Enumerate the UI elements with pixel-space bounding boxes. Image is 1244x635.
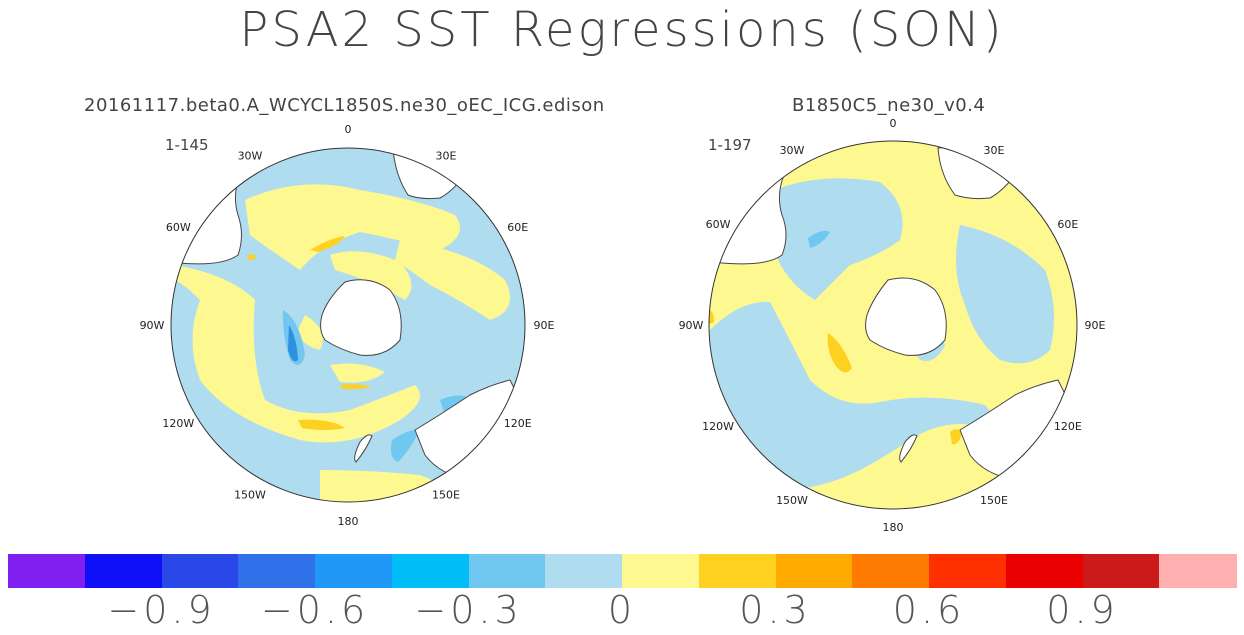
colorbar-tick-label: 0.9 [1046,588,1119,632]
longitude-label: 0 [890,117,897,130]
colorbar-tick-label: −0.3 [414,588,523,632]
colorbar-tick-label: 0 [607,588,637,632]
panel-2-negative-region [773,178,903,300]
panel-1-map [170,147,526,503]
colorbar-swatch [1005,554,1083,588]
colorbar-swatch [391,554,469,588]
panel-2-years: 1-197 [708,136,752,154]
longitude-label: 120E [1054,420,1082,433]
panel-1-strong-positive [298,419,345,430]
figure-title: PSA2 SST Regressions (SON) [239,2,1005,58]
colorbar-swatch [852,554,930,588]
longitude-label: 120W [162,417,194,430]
panel-2-strong-positive [950,429,962,445]
panel-1-positive-region [298,315,323,350]
panel-2-subtitle: B1850C5_ne30_v0.4 [792,95,986,116]
panel-1-positive-region [330,251,412,300]
panel-1-new-zealand [354,434,373,463]
colorbar-swatch [238,554,316,588]
colorbar-swatch [775,554,853,588]
panel-1-positive-region [245,184,460,270]
panel-1-antarctica [320,279,402,356]
longitude-label: 90E [1085,319,1106,332]
longitude-label: 0 [345,123,352,136]
panel-1-years: 1-145 [165,136,209,154]
colorbar-swatch [315,554,393,588]
colorbar-swatch [1159,554,1237,588]
longitude-label: 60W [706,218,731,231]
panel-1-subtitle: 20161117.beta0.A_WCYCL1850S.ne30_oEC_ICG… [84,95,605,116]
colorbar-swatch [8,554,86,588]
panel-2-map [708,140,1078,510]
longitude-label: 30W [238,149,263,162]
panel-2-negative-region [709,301,991,490]
longitude-label: 30W [780,144,805,157]
panel-1-positive-region [395,240,510,320]
colorbar-tick-label: −0.6 [260,588,370,632]
panel-2-new-zealand [899,434,918,463]
panel-1-strong-positive [247,254,256,260]
panel-1-south-america [171,159,242,265]
colorbar-tick-label: 0.6 [892,588,966,632]
longitude-label: 150E [980,494,1008,507]
colorbar-swatch [468,554,546,588]
longitude-label: 180 [883,521,904,534]
panel-2-strong-positive [709,310,714,324]
panel-1-strong-positive [310,236,345,252]
longitude-label: 90E [534,319,555,332]
panel-1-strong-negative [288,325,298,362]
longitude-label: 60W [166,221,191,234]
panel-1-longitude-labels: 0 30E 60E 90E 120E 150E 180 150W 120W 90W 60W 30W [140,123,555,528]
panel-1-positive-region [175,265,420,443]
longitude-label: 120W [702,420,734,433]
panel-2-map-border [708,140,1078,510]
panel-2-south-america [711,159,787,265]
panel-2-longitude-labels: 0 30E 60E 90E 120E 150E 180 150W 120W 90W 60W 30W [679,117,1106,534]
colorbar-swatch [1082,554,1160,588]
colorbar-swatch [161,554,239,588]
colorbar-swatch [929,554,1007,588]
longitude-label: 60E [1057,218,1078,231]
panel-2-negative-region [956,225,1054,364]
panel-1-map-border [170,147,526,503]
longitude-label: 90W [140,319,165,332]
longitude-label: 120E [504,417,532,430]
longitude-label: 150E [432,489,460,502]
longitude-label: 90W [679,319,704,332]
longitude-label: 30E [436,149,457,162]
colorbar-tick-label: 0.3 [739,588,812,632]
colorbar-swatch [84,554,162,588]
panel-2-antarctica [865,277,947,356]
longitude-label: 180 [338,515,359,528]
panel-2-strong-positive [827,333,852,373]
colorbar-swatch [545,554,623,588]
colorbar-swatch [622,554,700,588]
colorbar-tick-label: −0.9 [107,588,216,632]
panel-1-strong-positive [340,384,372,390]
colorbar-swatch [698,554,776,588]
maps-canvas: 0 30E 60E 90E 120E 150E 180 150W 120W 90W 60W 30W 0… [140,117,1106,534]
longitude-label: 150W [776,494,808,507]
panel-1-positive-region [330,363,385,383]
panel-2-strong-negative [808,230,830,248]
longitude-label: 60E [507,221,528,234]
longitude-label: 30E [984,144,1005,157]
longitude-label: 150W [234,489,266,502]
panel-1-strong-negative [390,429,420,462]
